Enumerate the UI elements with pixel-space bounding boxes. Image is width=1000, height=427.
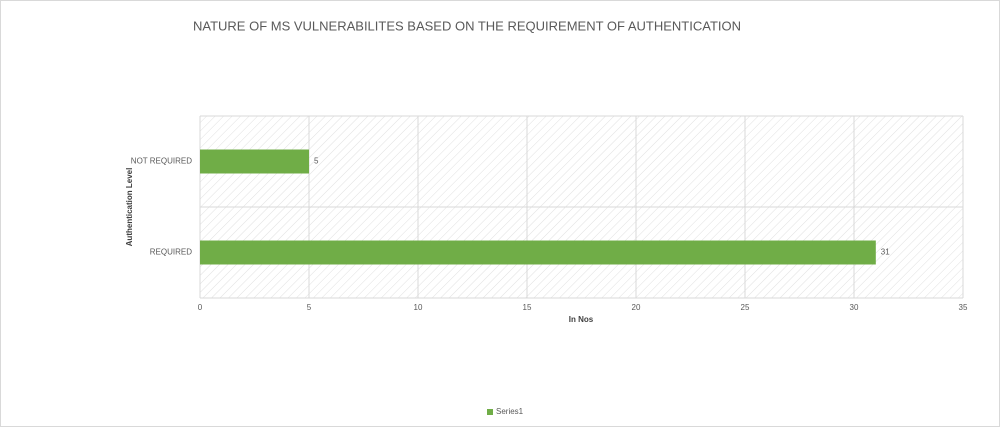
x-axis-title: In Nos (569, 315, 594, 324)
data-label: 31 (881, 248, 890, 257)
bar (200, 149, 309, 174)
legend-swatch (487, 409, 493, 415)
chart-title: NATURE OF MS VULNERABILITES BASED ON THE… (193, 18, 741, 33)
x-tick-label: 30 (850, 303, 859, 312)
x-tick-label: 0 (198, 303, 203, 312)
x-tick-label: 25 (741, 303, 750, 312)
x-tick-label: 20 (632, 303, 641, 312)
data-label: 5 (314, 157, 319, 166)
x-tick-label: 15 (523, 303, 532, 312)
bar (200, 240, 876, 265)
legend-label: Series1 (496, 407, 524, 416)
x-tick-label: 5 (307, 303, 312, 312)
y-axis-title: Authentication Level (125, 168, 134, 247)
y-tick-label: REQUIRED (150, 248, 192, 257)
x-tick-label: 35 (959, 303, 968, 312)
x-tick-label: 10 (414, 303, 423, 312)
y-tick-label: NOT REQUIRED (131, 157, 192, 166)
